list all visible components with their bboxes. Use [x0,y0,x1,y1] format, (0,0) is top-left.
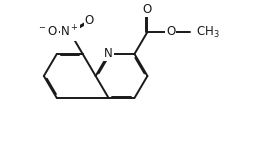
Text: O: O [166,25,175,38]
Text: O: O [85,14,94,27]
Text: N$^+$: N$^+$ [60,24,79,40]
Text: CH$_3$: CH$_3$ [196,24,220,40]
Text: O: O [143,3,152,16]
Text: N: N [104,47,113,61]
Text: $^-$O: $^-$O [37,25,58,38]
